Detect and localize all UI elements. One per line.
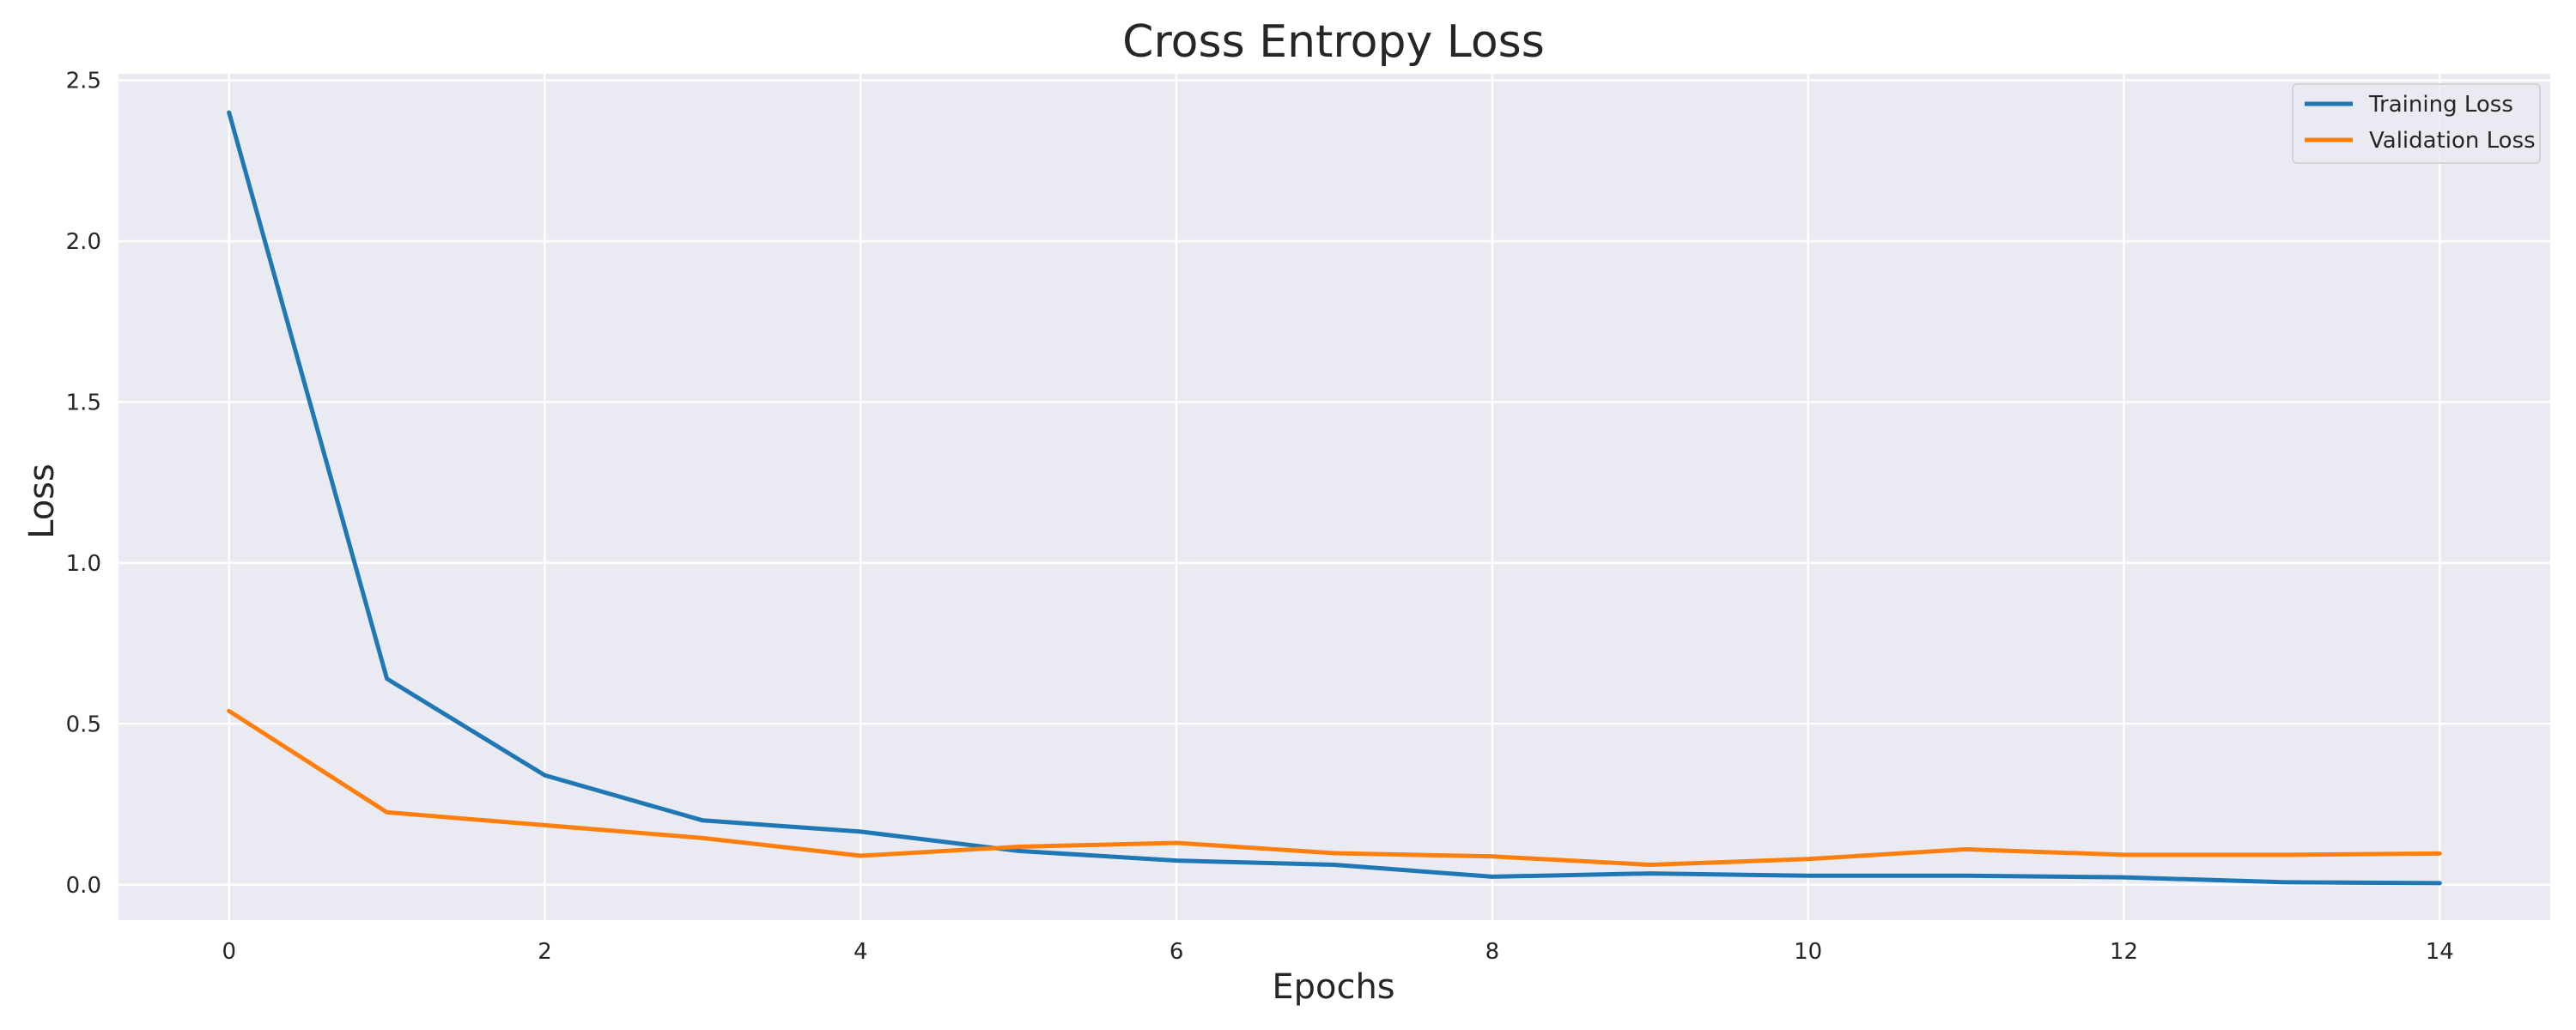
x-tick-label: 12 xyxy=(2110,939,2138,965)
x-tick-label: 2 xyxy=(538,939,552,965)
legend: Training Loss Validation Loss xyxy=(2292,83,2541,164)
legend-label-validation-loss: Validation Loss xyxy=(2369,128,2536,154)
x-axis-label: Epochs xyxy=(1272,967,1394,1007)
y-axis-ticks: 0.0 0.5 1.0 1.5 2.0 2.5 xyxy=(66,68,101,898)
y-axis-label: Loss xyxy=(22,464,62,539)
training-loss-line xyxy=(227,110,2442,886)
y-tick-label: 2.0 xyxy=(66,229,101,255)
x-tick-label: 4 xyxy=(854,939,868,965)
x-tick-label: 0 xyxy=(222,939,236,965)
y-tick-label: 0.5 xyxy=(66,712,101,737)
legend-frame xyxy=(2292,83,2541,164)
y-tick-label: 0.0 xyxy=(66,873,101,899)
series-lines xyxy=(227,110,2442,886)
validation-loss-line xyxy=(227,708,2442,867)
chart-title: Cross Entropy Loss xyxy=(1122,16,1545,68)
x-tick-label: 6 xyxy=(1170,939,1184,965)
y-tick-label: 2.5 xyxy=(66,68,101,94)
x-tick-label: 8 xyxy=(1485,939,1500,965)
y-tick-label: 1.5 xyxy=(66,390,101,415)
x-tick-label: 10 xyxy=(1794,939,1822,965)
y-tick-label: 1.0 xyxy=(66,551,101,577)
x-tick-label: 14 xyxy=(2426,939,2454,965)
plot-area xyxy=(118,74,2550,920)
legend-label-training-loss: Training Loss xyxy=(2368,92,2513,118)
grid xyxy=(118,74,2550,920)
x-axis-ticks: 0 2 4 6 8 10 12 14 xyxy=(222,939,2453,965)
